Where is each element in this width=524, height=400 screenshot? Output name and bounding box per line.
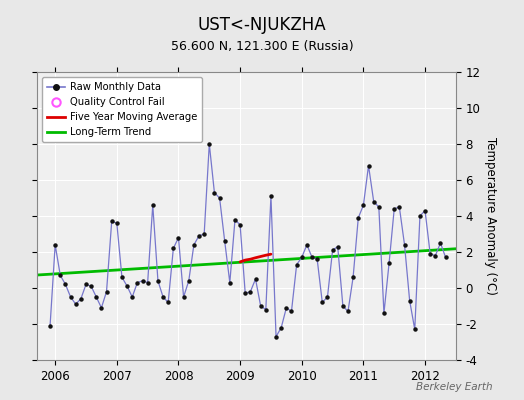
Legend: Raw Monthly Data, Quality Control Fail, Five Year Moving Average, Long-Term Tren: Raw Monthly Data, Quality Control Fail, … (42, 77, 202, 142)
Text: Berkeley Earth: Berkeley Earth (416, 382, 493, 392)
Text: 56.600 N, 121.300 E (Russia): 56.600 N, 121.300 E (Russia) (171, 40, 353, 53)
Y-axis label: Temperature Anomaly (°C): Temperature Anomaly (°C) (484, 137, 497, 295)
Text: UST<-NJUKZHA: UST<-NJUKZHA (198, 16, 326, 34)
